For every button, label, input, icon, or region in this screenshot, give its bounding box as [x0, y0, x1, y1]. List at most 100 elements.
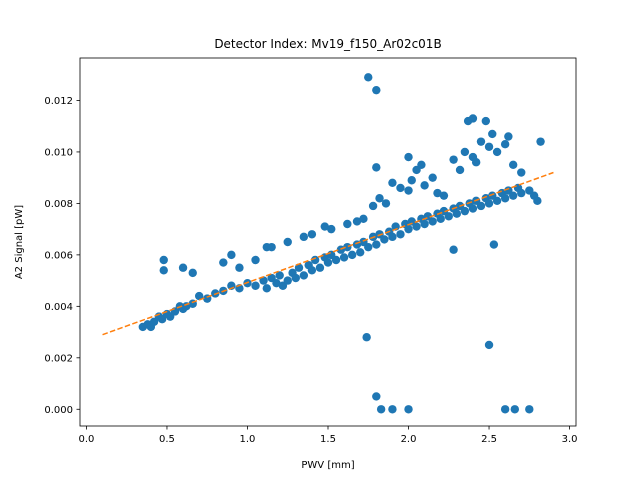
data-point [251, 281, 260, 290]
data-point [396, 183, 405, 193]
data-point [368, 201, 378, 211]
x-tick-label: 2.0 [401, 434, 417, 445]
data-point [320, 222, 329, 231]
data-point [372, 163, 381, 172]
data-point [391, 222, 400, 231]
data-point [533, 196, 542, 206]
data-point [388, 178, 397, 188]
data-point [508, 191, 518, 200]
data-point [372, 392, 381, 401]
x-tick-label: 2.5 [481, 434, 497, 445]
data-point [460, 147, 470, 157]
x-tick-label: 0.0 [78, 434, 94, 445]
data-point [275, 271, 284, 280]
x-tick-label: 1.5 [320, 434, 336, 445]
data-point [219, 258, 228, 267]
data-point [468, 204, 478, 213]
data-point [283, 276, 292, 285]
data-point [510, 405, 520, 414]
y-axis-label: A2 Signal [pW] [14, 205, 25, 279]
data-point [481, 116, 491, 126]
data-point [364, 73, 373, 82]
data-point [294, 263, 304, 272]
data-point [489, 240, 499, 249]
data-point [517, 188, 526, 198]
data-point [388, 405, 397, 414]
data-point [307, 230, 317, 239]
data-point [404, 152, 413, 162]
data-point [307, 266, 317, 275]
x-axis-label: PWV [mm] [301, 460, 354, 471]
data-point [433, 188, 442, 198]
data-point [310, 255, 320, 265]
data-point [525, 405, 534, 414]
x-tick-label: 0.5 [159, 434, 175, 445]
data-point [388, 232, 397, 242]
data-point [364, 242, 373, 252]
chart-title: Detector Index: Mv19_f150_Ar02c01B [214, 37, 441, 51]
axes: 0.0 0.5 1.0 1.5 2.0 2.5 3.0 0.000 0.002 0.004 0.00… [44, 96, 577, 445]
y-tick-label: 0.012 [44, 96, 73, 107]
data-point [352, 217, 362, 226]
data-point [484, 340, 494, 350]
data-point [404, 186, 413, 195]
data-point [504, 132, 513, 141]
data-point [315, 263, 325, 272]
x-tick-label: 1.0 [240, 434, 256, 445]
data-point [331, 255, 341, 265]
data-point [299, 232, 309, 242]
data-point [359, 214, 368, 224]
y-tick-label: 0.006 [44, 250, 73, 261]
y-tick-label: 0.008 [44, 199, 73, 210]
data-point [439, 191, 449, 200]
data-point [417, 160, 426, 169]
data-point [508, 160, 518, 169]
data-point [159, 266, 168, 275]
y-tick-label: 0.010 [44, 147, 73, 158]
data-point [476, 137, 486, 146]
data-point [500, 140, 510, 149]
data-point [227, 250, 236, 260]
plot-area [102, 73, 554, 414]
data-point [404, 405, 413, 414]
data-point [267, 242, 276, 252]
data-point [188, 268, 197, 278]
data-point [492, 196, 502, 206]
data-point [343, 242, 352, 252]
data-point [484, 142, 494, 151]
x-tick-label: 3.0 [562, 434, 578, 445]
data-point [381, 199, 391, 208]
data-point [536, 137, 545, 146]
data-point [251, 255, 260, 265]
data-point [178, 263, 188, 272]
data-point [235, 263, 244, 272]
data-point [372, 85, 381, 95]
data-point [449, 245, 458, 254]
data-point [375, 194, 384, 203]
y-tick-label: 0.000 [44, 405, 73, 416]
data-point [339, 253, 349, 262]
fit-line [102, 171, 554, 336]
data-point [428, 173, 437, 182]
data-point [347, 250, 357, 260]
data-point [323, 258, 333, 267]
data-point [380, 235, 389, 244]
y-tick-label: 0.002 [44, 353, 73, 364]
data-point [460, 206, 470, 216]
data-point [500, 405, 510, 414]
data-point [492, 147, 502, 157]
data-point [372, 240, 381, 249]
y-tick-label: 0.004 [44, 302, 73, 313]
data-point [471, 158, 481, 167]
data-point [412, 222, 421, 231]
data-point [194, 291, 204, 301]
data-point [428, 217, 437, 226]
data-point [452, 209, 462, 218]
data-point [327, 224, 336, 234]
data-point [262, 284, 272, 293]
data-point [444, 212, 453, 221]
data-point [500, 194, 510, 203]
data-point [484, 199, 494, 208]
data-point [362, 333, 371, 342]
